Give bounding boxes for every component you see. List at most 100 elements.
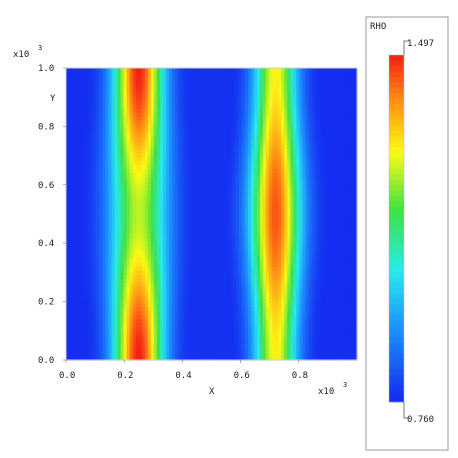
- heatmap-cell: [84, 128, 88, 134]
- heatmap-cell: [232, 165, 237, 170]
- heatmap-cell: [214, 120, 219, 126]
- heatmap-cell: [147, 201, 152, 207]
- heatmap-cell: [314, 266, 319, 272]
- heatmap-cell: [93, 165, 97, 170]
- heatmap-cell: [181, 209, 185, 215]
- heatmap-cell: [196, 254, 200, 260]
- heatmap-cell: [217, 149, 222, 154]
- heatmap-cell: [214, 72, 219, 77]
- heatmap-cell: [229, 132, 234, 138]
- heatmap-cell: [311, 100, 316, 106]
- heatmap-cell: [217, 76, 222, 81]
- heatmap-cell: [123, 153, 128, 158]
- heatmap-cell: [75, 100, 79, 106]
- heatmap-cell: [184, 76, 188, 81]
- heatmap-cell: [105, 181, 110, 187]
- heatmap-cell: [69, 222, 73, 227]
- heatmap-cell: [114, 185, 119, 191]
- heatmap-cell: [208, 108, 213, 114]
- heatmap-cell: [93, 153, 97, 158]
- heatmap-cell: [350, 80, 355, 85]
- heatmap-cell: [150, 169, 155, 175]
- heatmap-cell: [87, 108, 91, 114]
- heatmap-cell: [223, 201, 228, 207]
- heatmap-cell: [72, 222, 76, 227]
- heatmap-cell: [69, 145, 73, 150]
- heatmap-cell: [93, 76, 97, 81]
- heatmap-cell: [123, 88, 128, 93]
- heatmap-cell: [181, 254, 185, 260]
- heatmap-cell: [96, 72, 100, 77]
- heatmap-cell: [272, 141, 276, 146]
- heatmap-cell: [350, 230, 355, 235]
- heatmap-cell: [223, 238, 228, 243]
- heatmap-cell: [93, 262, 97, 268]
- heatmap-cell: [296, 214, 301, 219]
- heatmap-cell: [175, 108, 179, 114]
- heatmap-cell: [84, 68, 88, 73]
- heatmap-cell: [302, 254, 307, 260]
- heatmap-cell: [335, 96, 340, 102]
- heatmap-cell: [190, 145, 194, 150]
- heatmap-cell: [99, 149, 103, 154]
- heatmap-cell: [256, 92, 261, 97]
- heatmap-cell: [247, 96, 252, 102]
- heatmap-cell: [308, 120, 313, 126]
- heatmap-cell: [217, 205, 222, 211]
- heatmap-cell: [350, 214, 355, 219]
- heatmap-cell: [153, 169, 158, 175]
- heatmap-cell: [326, 177, 331, 183]
- heatmap-cell: [263, 266, 267, 272]
- heatmap-cell: [235, 136, 240, 142]
- heatmap-cell: [305, 250, 310, 256]
- heatmap-cell: [220, 205, 225, 211]
- heatmap-cell: [272, 161, 276, 166]
- heatmap-cell: [193, 173, 197, 179]
- heatmap-cell: [105, 258, 110, 264]
- heatmap-cell: [153, 112, 158, 118]
- heatmap-cell: [332, 72, 337, 77]
- heatmap-cell: [111, 242, 116, 248]
- heatmap-cell: [320, 197, 325, 203]
- heatmap-cell: [302, 145, 307, 150]
- heatmap-cell: [96, 242, 100, 248]
- heatmap-cell: [196, 173, 200, 179]
- heatmap-cell: [205, 181, 210, 187]
- heatmap-cell: [232, 254, 237, 260]
- heatmap-cell: [75, 201, 79, 207]
- heatmap-cell: [323, 96, 328, 102]
- heatmap-cell: [353, 197, 358, 203]
- heatmap-cell: [141, 246, 146, 252]
- heatmap-cell: [326, 218, 331, 223]
- heatmap-cell: [353, 128, 358, 134]
- heatmap-cell: [329, 185, 334, 191]
- heatmap-cell: [217, 104, 222, 110]
- heatmap-cell: [166, 80, 170, 85]
- heatmap-cell: [90, 197, 94, 203]
- heatmap-cell: [350, 128, 355, 134]
- heatmap-cell: [87, 185, 91, 191]
- heatmap-cell: [305, 120, 310, 126]
- heatmap-cell: [250, 169, 255, 175]
- heatmap-cell: [105, 222, 110, 227]
- heatmap-cell: [190, 274, 194, 280]
- heatmap-cell: [129, 165, 134, 170]
- heatmap-cell: [169, 254, 173, 260]
- heatmap-cell: [223, 96, 228, 102]
- heatmap-cell: [156, 157, 161, 162]
- heatmap-cell: [99, 72, 103, 77]
- heatmap-cell: [72, 238, 76, 243]
- heatmap-cell: [278, 169, 282, 175]
- heatmap-cell: [220, 226, 225, 231]
- heatmap-cell: [90, 201, 94, 207]
- heatmap-cell: [278, 141, 282, 146]
- heatmap-cell: [181, 108, 185, 114]
- heatmap-cell: [275, 128, 279, 134]
- heatmap-cell: [238, 161, 243, 166]
- heatmap-cell: [293, 234, 297, 239]
- heatmap-cell: [266, 238, 270, 243]
- heatmap-cell: [144, 136, 149, 142]
- heatmap-cell: [287, 165, 291, 170]
- heatmap-cell: [111, 124, 116, 130]
- heatmap-cell: [238, 141, 243, 146]
